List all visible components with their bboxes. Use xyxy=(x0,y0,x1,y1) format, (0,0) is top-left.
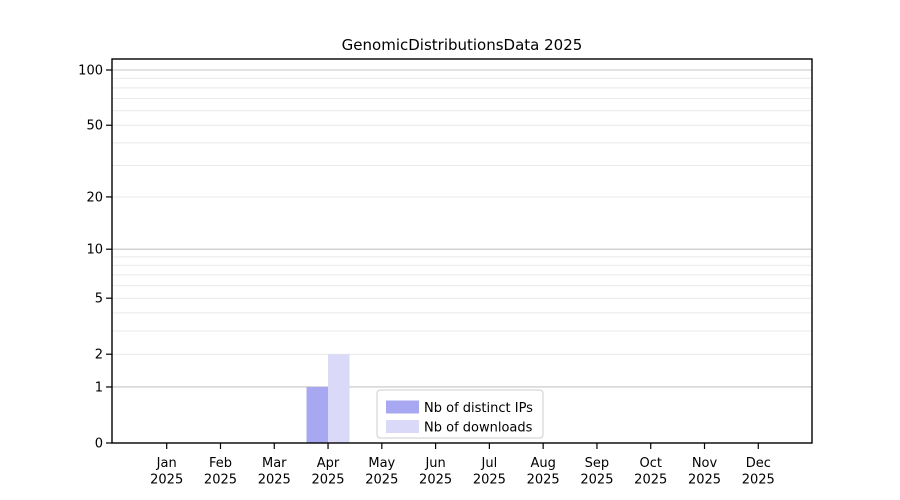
x-tick-label-month: Jan xyxy=(156,456,177,471)
y-tick-label: 0 xyxy=(95,437,103,452)
x-tick-label-month: Jun xyxy=(424,456,445,471)
x-tick-label-year: 2025 xyxy=(419,473,452,488)
plot-border xyxy=(111,58,813,444)
x-tick-label-month: Feb xyxy=(209,456,232,471)
x-tick-label-month: Oct xyxy=(639,456,661,471)
x-tick-label-year: 2025 xyxy=(365,473,398,488)
x-tick-label-year: 2025 xyxy=(473,473,506,488)
x-tick-label-month: May xyxy=(368,456,395,471)
y-tick-label: 50 xyxy=(86,119,103,134)
bar-nb-of-distinct-ips-apr xyxy=(306,386,329,443)
x-tick-label-year: 2025 xyxy=(634,473,667,488)
x-tick-label-year: 2025 xyxy=(580,473,613,488)
y-tick-label: 10 xyxy=(86,243,103,258)
bar-nb-of-downloads-apr xyxy=(328,354,350,443)
legend-label-nb-of-downloads: Nb of downloads xyxy=(424,421,533,436)
y-tick-label: 100 xyxy=(78,64,103,79)
x-tick-label-year: 2025 xyxy=(311,473,344,488)
x-tick-label-year: 2025 xyxy=(688,473,721,488)
y-tick-label: 5 xyxy=(95,292,103,307)
x-tick-label-month: Sep xyxy=(585,456,610,471)
chart-title: GenomicDistributionsData 2025 xyxy=(342,36,583,54)
legend-swatch-nb-of-downloads xyxy=(386,420,419,433)
y-tick-label: 1 xyxy=(95,380,103,395)
x-tick-label-month: Mar xyxy=(262,456,287,471)
legend-swatch-nb-of-distinct-ips xyxy=(386,400,419,414)
x-tick-label-month: Apr xyxy=(317,456,340,471)
y-tick-label: 2 xyxy=(95,348,103,363)
plot-area: 0 1 2 5 10 20 50 100 Jan 2025 Feb 2025 Mar 2025 Apr 202… xyxy=(78,58,813,488)
y-tick-label: 20 xyxy=(86,190,103,205)
x-tick-label-year: 2025 xyxy=(204,473,237,488)
x-tick-label-year: 2025 xyxy=(742,473,775,488)
x-tick-label-month: Aug xyxy=(530,456,555,471)
legend-label-nb-of-distinct-ips: Nb of distinct IPs xyxy=(424,401,533,416)
x-tick-label-month: Nov xyxy=(692,456,718,471)
x-tick-label-month: Jul xyxy=(481,456,498,471)
x-tick-label-month: Dec xyxy=(746,456,771,471)
x-tick-label-year: 2025 xyxy=(150,473,183,488)
x-tick-label-year: 2025 xyxy=(527,473,560,488)
x-tick-label-year: 2025 xyxy=(258,473,291,488)
